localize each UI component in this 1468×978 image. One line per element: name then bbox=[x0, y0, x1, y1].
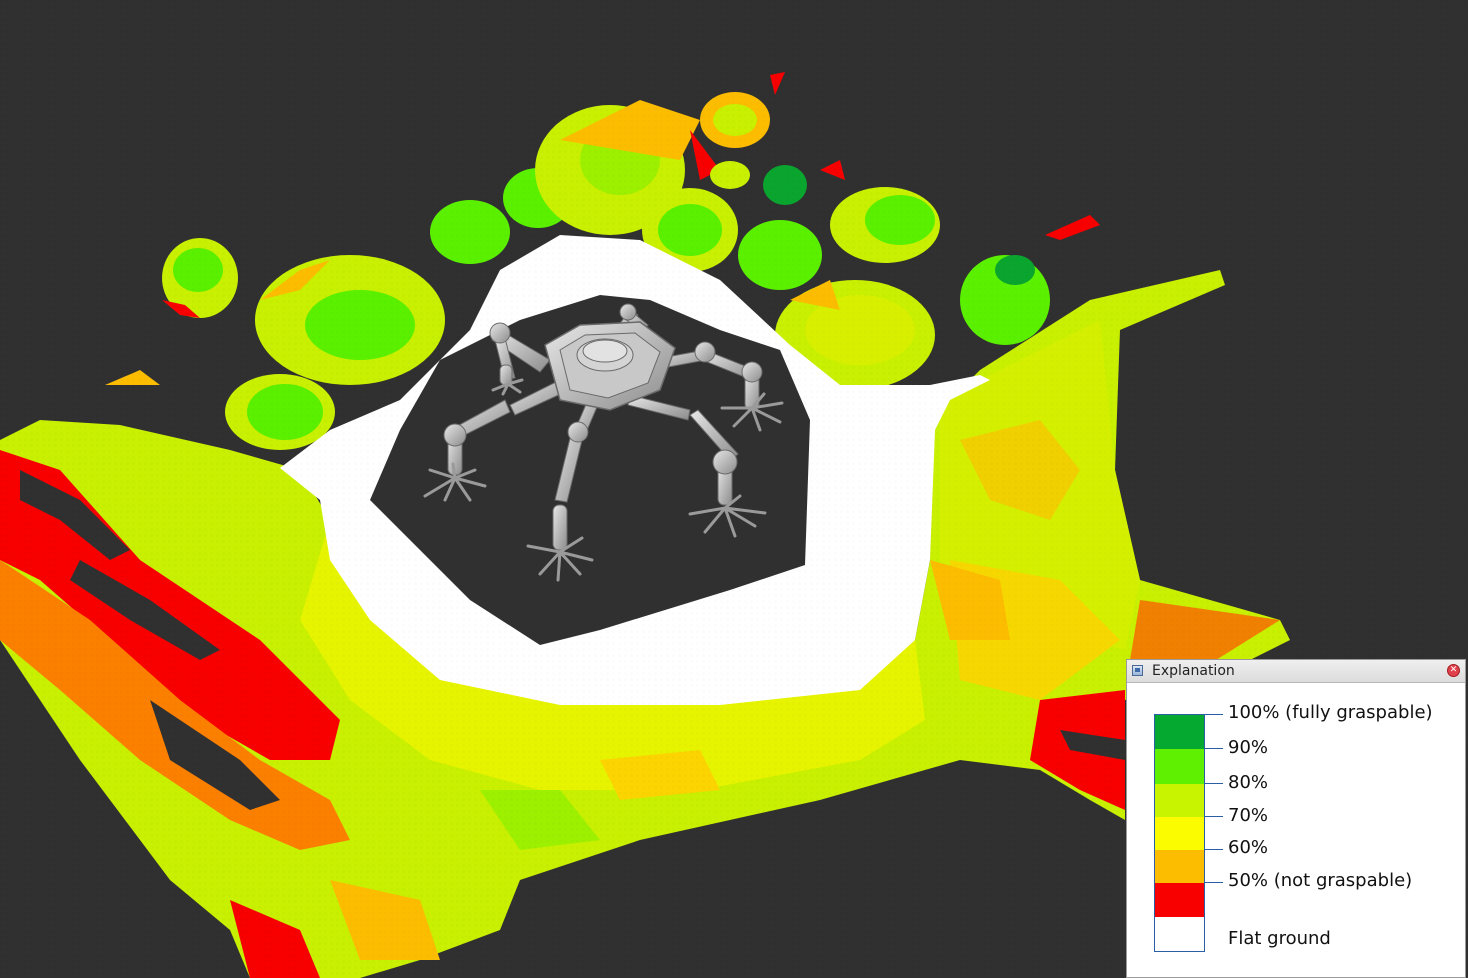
legend-label: 50% (not graspable) bbox=[1228, 870, 1413, 891]
legend-color-bar bbox=[1154, 714, 1205, 952]
window-icon bbox=[1132, 665, 1143, 676]
panel-title: Explanation bbox=[1152, 663, 1235, 679]
legend-tick bbox=[1205, 748, 1223, 749]
legend-label: 100% (fully graspable) bbox=[1228, 702, 1433, 723]
legend-swatch bbox=[1155, 917, 1204, 951]
legend-swatch bbox=[1155, 817, 1204, 850]
legend-tick bbox=[1205, 714, 1223, 715]
legend-tick bbox=[1205, 882, 1223, 883]
explanation-panel: Explanation ✕ 100% (fully graspable) 90% 8… bbox=[1126, 659, 1466, 978]
legend-swatch bbox=[1155, 850, 1204, 883]
legend-label: 90% bbox=[1228, 737, 1269, 758]
legend-label: 60% bbox=[1228, 837, 1269, 858]
legend-tick bbox=[1205, 816, 1223, 817]
legend-label: 70% bbox=[1228, 805, 1269, 826]
hexapod-robot bbox=[423, 303, 784, 582]
legend-swatch bbox=[1155, 715, 1204, 749]
legend-label: 80% bbox=[1228, 772, 1269, 793]
panel-titlebar[interactable]: Explanation ✕ bbox=[1127, 660, 1465, 683]
legend-swatch bbox=[1155, 883, 1204, 917]
legend-swatch bbox=[1155, 784, 1204, 817]
legend-tick bbox=[1205, 849, 1223, 850]
legend-label: Flat ground bbox=[1228, 928, 1331, 949]
legend-tick bbox=[1205, 783, 1223, 784]
close-icon[interactable]: ✕ bbox=[1447, 664, 1460, 677]
robot-footprint-area bbox=[370, 295, 810, 645]
legend-swatch bbox=[1155, 749, 1204, 784]
